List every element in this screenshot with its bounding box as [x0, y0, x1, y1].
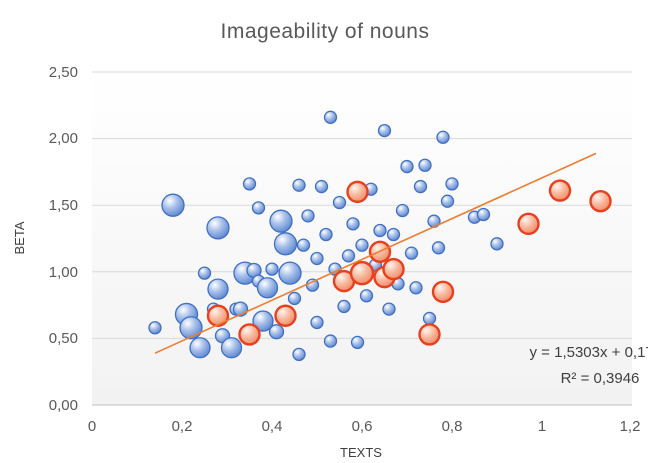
- bubble-point: [148, 321, 162, 335]
- highlighted-bubble-point: [589, 190, 612, 213]
- bubble-point: [287, 291, 302, 306]
- highlighted-bubble-point: [238, 323, 261, 346]
- bubble-point: [404, 246, 419, 260]
- x-tick-label: 1: [538, 418, 546, 435]
- x-tick-labels: 0 0,2 0,4 0,6 0,8 1 1,2: [88, 418, 641, 435]
- bubble-point: [310, 251, 324, 266]
- bubble-point: [296, 238, 311, 252]
- bubble-point: [377, 123, 392, 138]
- x-tick-label: 0,2: [172, 418, 193, 435]
- bubble-point: [413, 179, 428, 194]
- y-tick-labels: 0,00 0,50 1,00 1,50 2,00 2,50: [49, 64, 78, 414]
- bubble-point: [355, 238, 369, 252]
- bubble-point: [268, 324, 285, 340]
- highlighted-bubble-point: [274, 304, 297, 327]
- highlighted-bubble-point: [548, 179, 572, 202]
- bubble-point: [490, 237, 504, 251]
- bubble-point: [251, 201, 266, 215]
- highlighted-bubble-point: [418, 323, 441, 346]
- bubble-point: [395, 203, 410, 218]
- bubble-point: [179, 316, 203, 340]
- bubble-point: [445, 177, 459, 191]
- r-squared-label: R² = 0,3946: [561, 370, 640, 387]
- bubble-point: [301, 209, 315, 223]
- x-tick-label: 1,2: [620, 418, 641, 435]
- y-tick-label: 0,50: [49, 330, 78, 347]
- x-axis-title: TEXTS: [340, 445, 382, 460]
- bubble-point: [386, 227, 401, 242]
- x-tick-label: 0,4: [262, 418, 283, 435]
- bubble-point: [278, 261, 302, 285]
- chart-title: Imageability of nouns: [221, 20, 430, 43]
- x-tick-label: 0: [88, 418, 96, 435]
- bubble-point: [310, 315, 324, 330]
- y-tick-label: 1,50: [49, 197, 78, 214]
- trendline-equation: y = 1,5303x + 0,1749: [530, 344, 648, 361]
- bubble-point: [161, 193, 185, 217]
- x-tick-label: 0,8: [442, 418, 463, 435]
- highlighted-bubble-point: [382, 257, 405, 281]
- bubble-point: [323, 334, 338, 348]
- bubble-point: [292, 178, 306, 192]
- bubble-point: [400, 159, 414, 174]
- trendline: [154, 152, 597, 354]
- bubble-point: [440, 194, 455, 208]
- bubble-point: [305, 278, 320, 292]
- bubble-point: [382, 302, 396, 316]
- bubble-point: [409, 281, 423, 295]
- bubble-point: [337, 299, 351, 314]
- bubble-point: [418, 158, 432, 172]
- bubble-point: [197, 266, 212, 280]
- bubble-point: [269, 209, 293, 233]
- highlighted-bubble-point: [431, 280, 455, 303]
- bubble-point: [206, 216, 230, 240]
- highlighted-bubble-point: [206, 304, 230, 327]
- bubble-point: [436, 130, 450, 144]
- bubble-point: [292, 347, 306, 362]
- bubble-point: [350, 335, 365, 350]
- data-points: [148, 110, 612, 362]
- bubble-point: [341, 249, 356, 263]
- bubble-point: [319, 227, 333, 242]
- x-tick-label: 0,6: [352, 418, 373, 435]
- bubble-point: [314, 179, 329, 194]
- bubble-point: [252, 310, 274, 332]
- bubble-point: [431, 241, 446, 255]
- highlighted-bubble-point: [517, 212, 540, 236]
- y-axis-title: BETA: [12, 221, 27, 254]
- bubble-point: [189, 337, 211, 359]
- bubble-point: [346, 217, 360, 231]
- plot-area: [92, 72, 632, 405]
- y-tick-label: 2,00: [49, 130, 78, 147]
- highlighted-bubble-point: [346, 180, 369, 204]
- highlighted-bubble-point: [349, 260, 375, 286]
- bubble-point: [373, 223, 387, 238]
- bubble-point: [332, 195, 347, 210]
- bubble-point: [323, 110, 338, 124]
- bubble-point: [207, 278, 229, 300]
- bubble-point: [476, 207, 491, 222]
- bubble-point: [273, 232, 298, 256]
- bubble-point: [265, 262, 279, 276]
- bubble-point: [359, 289, 374, 303]
- y-tick-label: 1,00: [49, 264, 78, 281]
- bubble-point: [422, 311, 437, 326]
- bubble-point: [242, 177, 257, 191]
- bubble-point: [256, 277, 279, 299]
- bubble-point: [220, 337, 243, 359]
- y-tick-label: 0,00: [49, 397, 78, 414]
- y-tick-label: 2,50: [49, 64, 78, 81]
